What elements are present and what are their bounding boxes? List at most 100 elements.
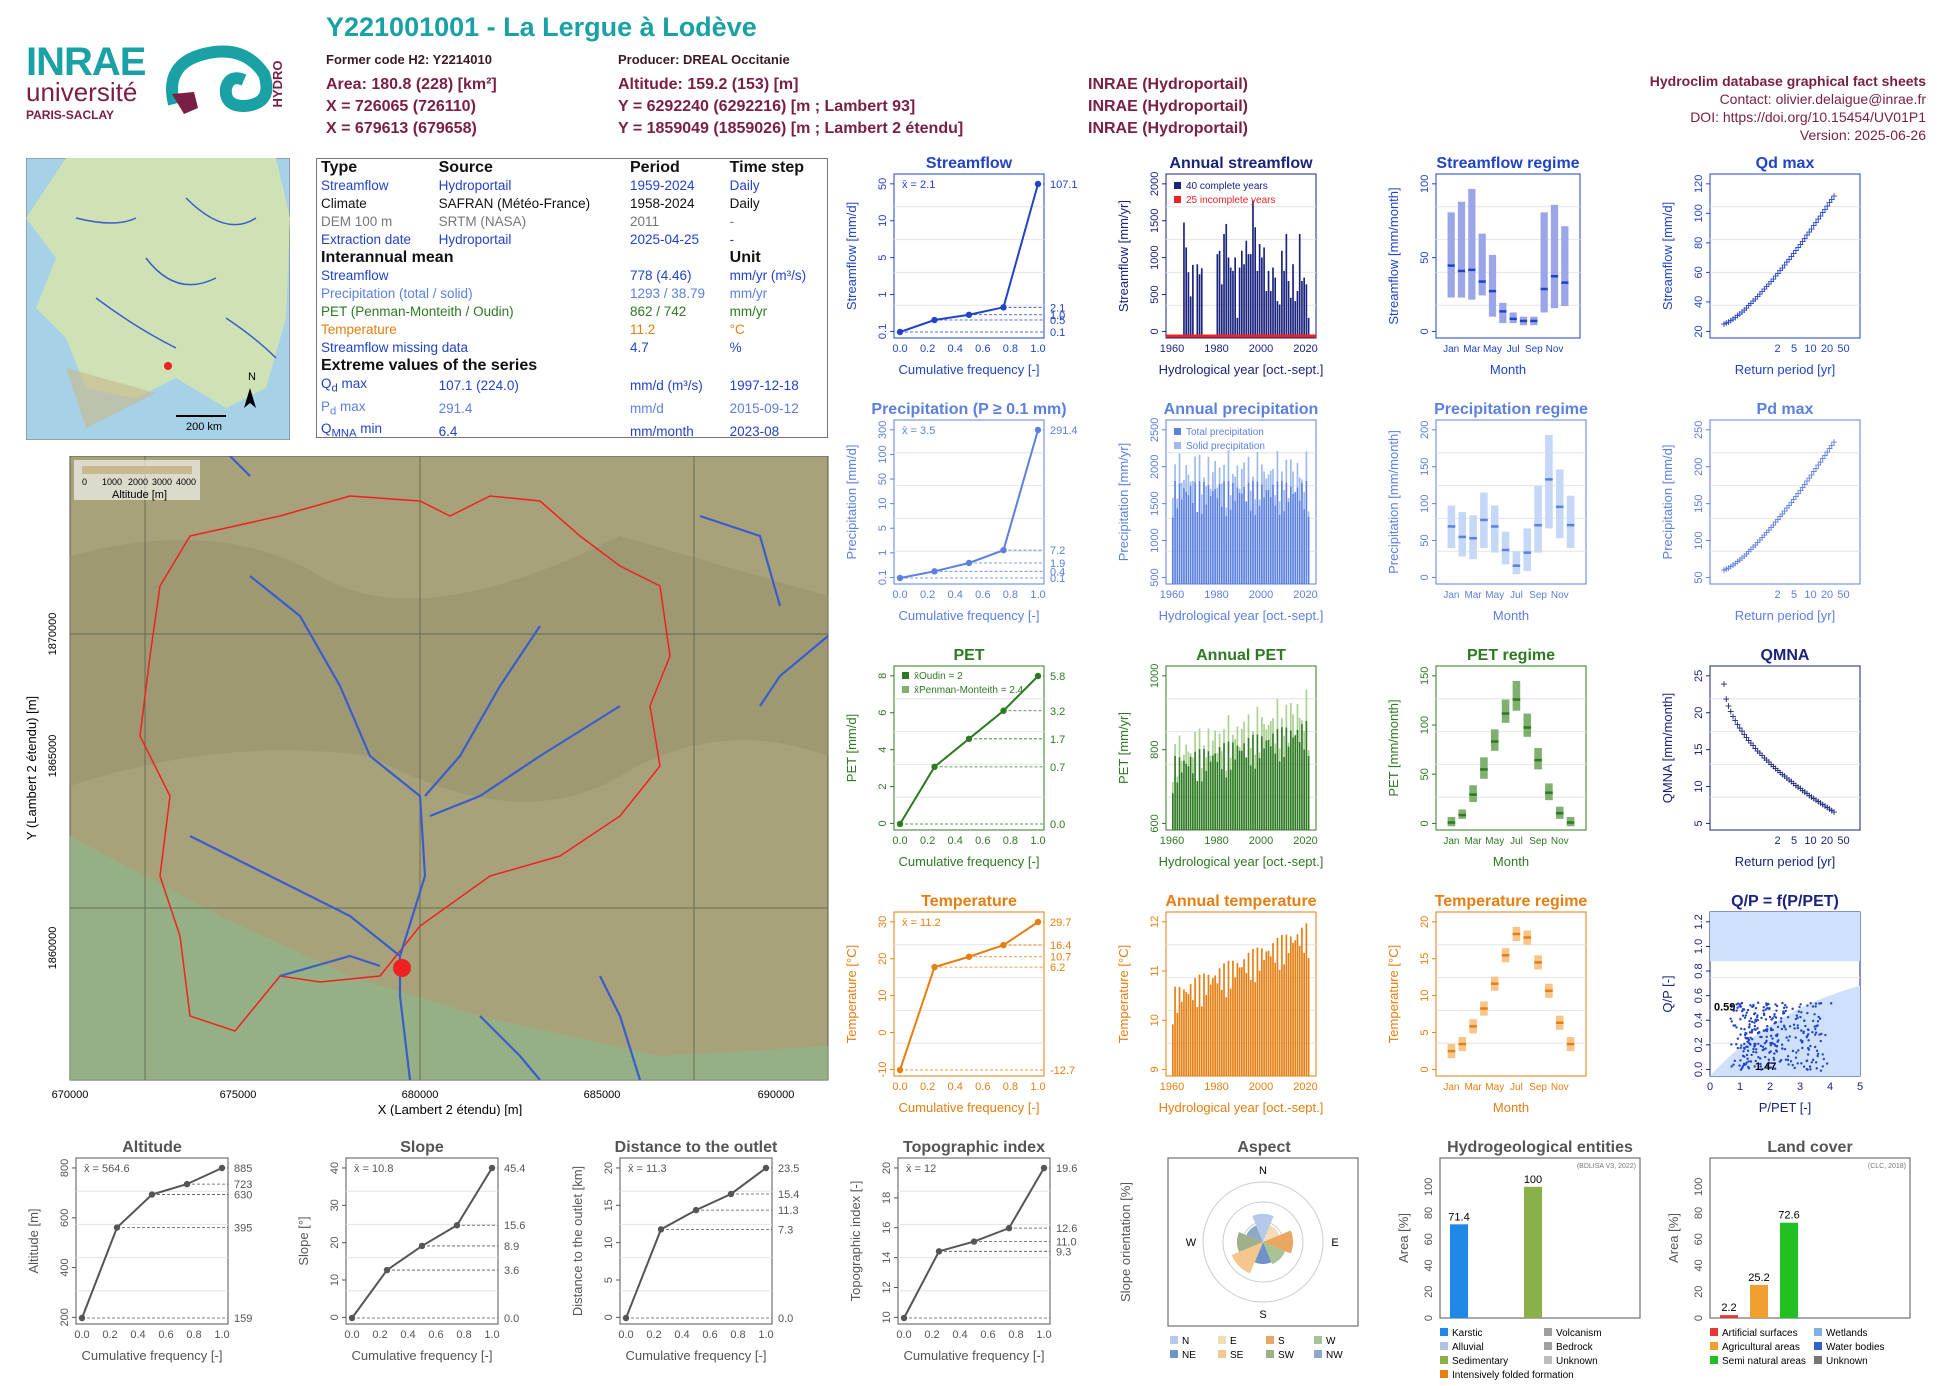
altitude-xtick: 0.6 bbox=[158, 1329, 173, 1341]
annual_pet-ytick: 1000 bbox=[1149, 664, 1161, 688]
annual_precip-xlabel: Hydrological year [oct.-sept.] bbox=[1159, 608, 1324, 623]
annual_pet-ytick: 600 bbox=[1149, 814, 1161, 832]
annual_streamflow-bar bbox=[1223, 234, 1225, 338]
qp-point bbox=[1743, 1048, 1745, 1050]
qp-point bbox=[1750, 1031, 1752, 1033]
annual_streamflow-bar bbox=[1277, 301, 1279, 338]
landcover-legend-swatch bbox=[1710, 1342, 1718, 1350]
annual_streamflow-bar bbox=[1239, 268, 1241, 338]
qp-point bbox=[1800, 1039, 1802, 1041]
temperature-xtick: 0.8 bbox=[1003, 1081, 1018, 1093]
landcover-legend: Wetlands bbox=[1826, 1328, 1868, 1339]
annual_streamflow-bar bbox=[1303, 278, 1305, 338]
landcover-ytick: 20 bbox=[1693, 1286, 1705, 1298]
h-step: Time step bbox=[726, 159, 827, 177]
cell: 107.1 (224.0) bbox=[435, 375, 626, 398]
annual_precip-bar bbox=[1279, 515, 1281, 584]
producer: Producer: DREAL Occitanie bbox=[618, 52, 790, 67]
annual_streamflow-bar bbox=[1288, 281, 1290, 338]
qp-point bbox=[1810, 1002, 1812, 1004]
precip-rtick: 291.4 bbox=[1050, 425, 1078, 437]
qp-point bbox=[1787, 1063, 1789, 1065]
annual_temp-bar bbox=[1225, 997, 1227, 1076]
qp-point bbox=[1816, 1050, 1818, 1052]
distance-rtick: 15.4 bbox=[778, 1189, 799, 1201]
pet-legend: x̄Penman-Monteith = 2.4 bbox=[914, 685, 1024, 696]
annual_precip-bar-secondary bbox=[1248, 457, 1250, 483]
hydrogeo-note: (BDLISA V3, 2022) bbox=[1577, 1163, 1636, 1170]
annual_temp-bar bbox=[1223, 963, 1225, 1076]
annual_streamflow-bar bbox=[1263, 247, 1265, 338]
qp-point bbox=[1748, 1020, 1750, 1022]
qd_max-chart: Qd maxReturn period [yr]Streamflow [mm/d… bbox=[1658, 152, 1898, 382]
contact: Contact: olivier.delaigue@inrae.fr bbox=[1650, 90, 1926, 108]
qp-point bbox=[1757, 1002, 1759, 1004]
annual_precip-bar-secondary bbox=[1219, 468, 1221, 484]
annual_precip-bar-secondary bbox=[1259, 499, 1261, 505]
pet-rtick: 3.2 bbox=[1050, 706, 1065, 718]
annual_pet-bar bbox=[1239, 751, 1241, 830]
annual_precip-ytick: 2500 bbox=[1149, 418, 1161, 442]
qp-point bbox=[1794, 1067, 1796, 1069]
pet-ylabel: PET [mm/d] bbox=[844, 714, 859, 782]
annual_streamflow-bar bbox=[1297, 291, 1299, 338]
topo-xtick: 0.6 bbox=[980, 1329, 995, 1341]
precip_regime-box bbox=[1567, 496, 1575, 548]
annual_streamflow-bar bbox=[1219, 251, 1221, 338]
landcover-ytick: 80 bbox=[1693, 1207, 1705, 1219]
temperature-xtick: 1.0 bbox=[1030, 1081, 1045, 1093]
precip_regime-box bbox=[1556, 470, 1564, 539]
annual_streamflow-bar bbox=[1221, 284, 1223, 338]
temp_regime-xtick: Jul bbox=[1510, 1082, 1523, 1093]
qp-point bbox=[1776, 1045, 1778, 1047]
annual_precip-bar-secondary bbox=[1274, 495, 1276, 505]
annual_pet-bar-secondary bbox=[1248, 714, 1250, 737]
altitude-ytick: 200 bbox=[59, 1308, 71, 1326]
pet-ytick: 4 bbox=[877, 747, 889, 753]
annual_precip-bar-secondary bbox=[1221, 484, 1223, 507]
qp-point bbox=[1797, 1027, 1799, 1029]
qp-point bbox=[1806, 1036, 1808, 1038]
topo-ytick: 14 bbox=[881, 1251, 893, 1263]
qp-ylabel: Q/P [-] bbox=[1660, 975, 1675, 1012]
hydrogeo-bar bbox=[1450, 1224, 1468, 1318]
topo-chart: Topographic indexCumulative frequency [-… bbox=[842, 1136, 1092, 1368]
temperature-ylabel: Temperature [°C] bbox=[844, 945, 859, 1043]
h-unit: Unit bbox=[726, 249, 827, 267]
annual_temp-bar bbox=[1297, 934, 1299, 1076]
aspect-legend: NE bbox=[1182, 1350, 1196, 1361]
cell: QMNA min bbox=[317, 420, 435, 443]
qp-point bbox=[1812, 1059, 1814, 1061]
annual_precip-bar bbox=[1174, 481, 1176, 584]
precip_regime-xtick: Mar bbox=[1464, 590, 1482, 601]
precip-xtick: 0.2 bbox=[920, 589, 935, 601]
streamflow-ytick: 5 bbox=[877, 255, 889, 261]
slope-title: Slope bbox=[400, 1139, 444, 1156]
annual_pet-bar-secondary bbox=[1279, 748, 1281, 761]
x-tick: 685000 bbox=[584, 1089, 621, 1101]
qp-point bbox=[1739, 1059, 1741, 1061]
qp-point bbox=[1769, 1050, 1771, 1052]
streamflow-xtick: 1.0 bbox=[1030, 343, 1045, 355]
annual_pet-bar-secondary bbox=[1194, 732, 1196, 752]
annual_temp-bar bbox=[1270, 956, 1272, 1076]
annual_temp-bar bbox=[1232, 961, 1234, 1076]
annual_temp-bar bbox=[1286, 935, 1288, 1076]
qp-point bbox=[1817, 1020, 1819, 1022]
pet-chart: PETCumulative frequency [-]PET [mm/d]024… bbox=[842, 644, 1082, 874]
pet-legend-swatch bbox=[902, 672, 909, 679]
landcover-legend: Semi natural areas bbox=[1722, 1356, 1806, 1367]
qp-point bbox=[1743, 1028, 1745, 1030]
precip_regime-xtick: Jul bbox=[1510, 590, 1523, 601]
annual_pet-bar bbox=[1263, 748, 1265, 830]
annual_streamflow-xtick: 2000 bbox=[1249, 343, 1273, 355]
slope-xlabel: Cumulative frequency [-] bbox=[352, 1348, 493, 1363]
qp-point bbox=[1752, 1005, 1754, 1007]
annual_temp-ytick: 10 bbox=[1149, 1014, 1161, 1026]
annual_streamflow-bar bbox=[1286, 234, 1288, 338]
cell: Daily bbox=[726, 177, 827, 195]
annual_streamflow-bar bbox=[1254, 227, 1256, 338]
qp-point bbox=[1756, 1027, 1758, 1029]
streamflow_regime-box bbox=[1448, 212, 1455, 297]
qp-point bbox=[1744, 1032, 1746, 1034]
